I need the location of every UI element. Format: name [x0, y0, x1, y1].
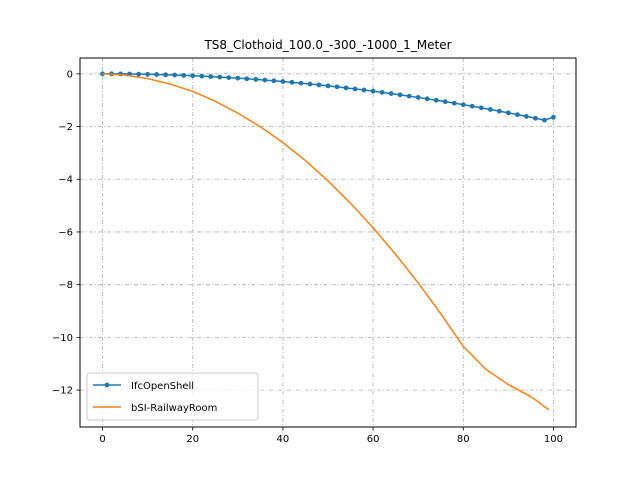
axes: 0 20 40 60 80 100 0 −2 −4 −6 −8 −10 −12: [52, 69, 563, 445]
data-point-ifcopenshell: [487, 107, 493, 112]
data-point-ifcopenshell: [460, 102, 466, 108]
data-point-ifcopenshell: [370, 88, 376, 94]
y-tick-label: −4: [58, 175, 73, 186]
x-tick-label: 40: [277, 434, 290, 445]
data-point-ifcopenshell: [542, 117, 547, 123]
y-tick-label: −8: [58, 280, 73, 291]
x-tick-label: 60: [367, 434, 380, 445]
data-point-ifcopenshell: [551, 114, 556, 120]
plot-frame: [79, 57, 577, 428]
y-tick-label: −10: [52, 333, 73, 344]
data-point-ifcopenshell: [505, 110, 511, 116]
data-point-ifcopenshell: [253, 76, 259, 82]
data-point-ifcopenshell: [433, 97, 439, 103]
data-point-ifcopenshell: [514, 112, 520, 118]
data-point-ifcopenshell: [397, 92, 403, 98]
data-point-ifcopenshell: [235, 75, 241, 81]
data-point-ifcopenshell: [496, 108, 502, 114]
data-point-ifcopenshell: [136, 71, 142, 77]
y-tick-label: −12: [52, 386, 73, 397]
data-point-ifcopenshell: [424, 96, 430, 102]
data-point-ifcopenshell: [316, 82, 322, 88]
data-point-ifcopenshell: [415, 95, 421, 100]
data-point-ifcopenshell: [478, 105, 484, 111]
data-point-ifcopenshell: [379, 89, 385, 95]
data-point-ifcopenshell: [388, 91, 394, 96]
data-point-ifcopenshell: [451, 100, 457, 106]
data-point-ifcopenshell: [208, 74, 214, 79]
y-tick-label: −2: [58, 122, 73, 133]
legend: IfcOpenShell bSI-RailwayRoom: [86, 372, 259, 421]
data-point-ifcopenshell: [533, 115, 538, 121]
legend-marker-ifcopenshell: [104, 382, 110, 388]
data-point-ifcopenshell: [217, 74, 223, 80]
data-point-ifcopenshell: [262, 77, 268, 83]
x-tick-label: 20: [186, 434, 199, 445]
data-point-ifcopenshell: [352, 86, 358, 92]
x-tick-label: 100: [544, 434, 563, 445]
data-point-ifcopenshell: [163, 72, 169, 78]
data-point-ifcopenshell: [289, 79, 295, 85]
chart-title: TS8_Clothoid_100.0_-300_-1000_1_Meter: [203, 38, 451, 52]
data-point-ifcopenshell: [190, 73, 196, 79]
x-tick-label: 0: [99, 434, 105, 445]
data-point-ifcopenshell: [280, 79, 286, 84]
series-line-bsi-railwayroom: [102, 73, 550, 411]
data-point-ifcopenshell: [244, 76, 250, 82]
legend-label-ifcopenshell: IfcOpenShell: [131, 381, 194, 392]
gridlines: [80, 58, 576, 427]
data-point-ifcopenshell: [334, 84, 340, 90]
legend-box: [86, 372, 259, 421]
data-point-ifcopenshell: [226, 75, 232, 80]
data-point-ifcopenshell: [406, 93, 412, 99]
data-point-ifcopenshell: [154, 72, 160, 77]
data-point-ifcopenshell: [298, 80, 304, 86]
data-point-ifcopenshell: [442, 99, 448, 105]
data-point-ifcopenshell: [199, 73, 205, 79]
legend-label-bsi-railwayroom: bSI-RailwayRoom: [131, 403, 217, 414]
data-point-ifcopenshell: [325, 83, 331, 89]
data-point-ifcopenshell: [343, 85, 349, 91]
y-tick-label: 0: [67, 69, 73, 80]
data-point-ifcopenshell: [271, 78, 277, 84]
data-point-ifcopenshell: [145, 71, 151, 77]
data-point-ifcopenshell: [469, 103, 475, 109]
data-point-ifcopenshell: [181, 72, 187, 78]
data-point-ifcopenshell: [100, 71, 105, 77]
data-point-ifcopenshell: [307, 81, 313, 87]
data-point-ifcopenshell: [172, 72, 178, 78]
data-point-ifcopenshell: [361, 87, 367, 93]
y-tick-label: −6: [58, 227, 73, 238]
plot-area: [80, 58, 576, 427]
series-layer: [100, 71, 556, 411]
data-point-ifcopenshell: [524, 114, 529, 119]
x-tick-label: 80: [457, 434, 470, 445]
